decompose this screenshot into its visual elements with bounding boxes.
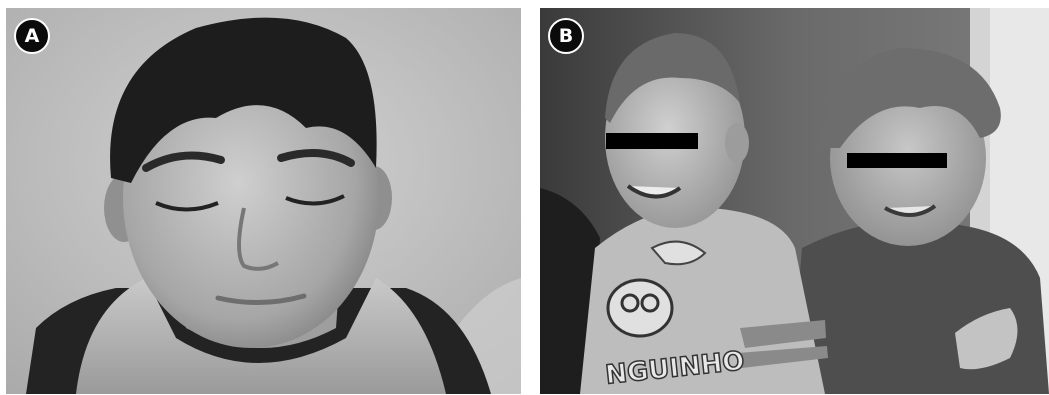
panel-label-b: B (548, 18, 584, 54)
eye-censor-bar-right (847, 153, 947, 168)
panel-b-photo: NGUINHO B (540, 8, 1049, 394)
boy-portrait-image (6, 8, 521, 394)
panel-label-a: A (14, 18, 50, 54)
eye-censor-bar-left (606, 133, 698, 149)
panel-a-photo: A (6, 8, 521, 394)
shirt-graphic-right (955, 308, 1018, 370)
children-photo-image: NGUINHO (540, 8, 1049, 394)
shirt-graphic-left (606, 278, 674, 338)
